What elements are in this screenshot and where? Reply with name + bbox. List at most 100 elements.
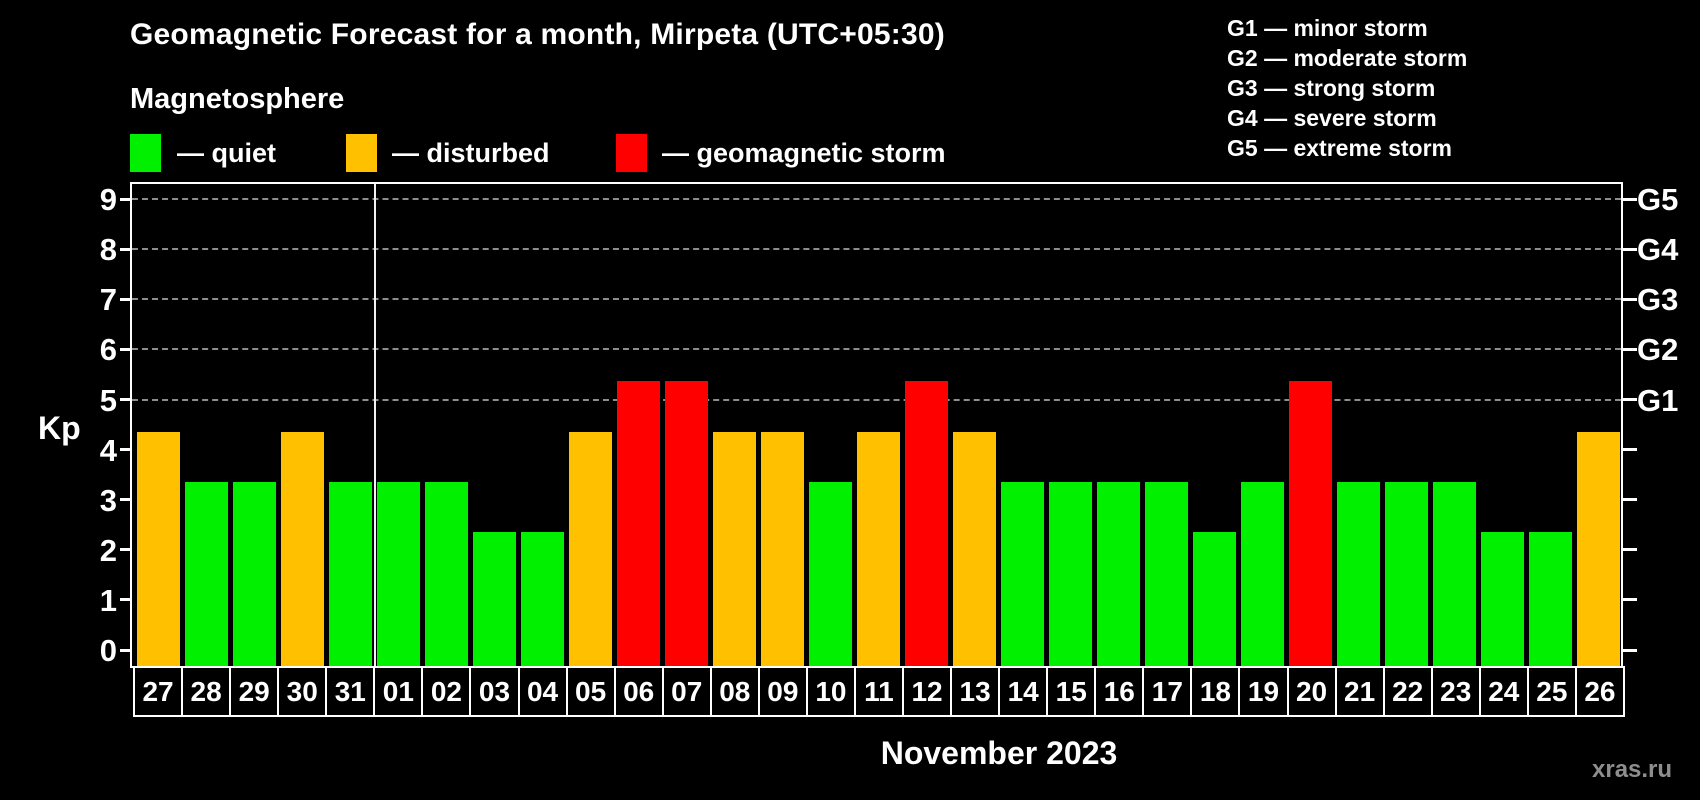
storm-scale-legend-item: G2 — moderate storm bbox=[1227, 45, 1468, 71]
kp-bar-day-27 bbox=[136, 432, 180, 666]
kp-bar-day-30 bbox=[280, 432, 324, 666]
y-tick-mark-left-7 bbox=[120, 297, 130, 301]
kp-bar-day-04 bbox=[520, 532, 564, 666]
day-label-22: 22 bbox=[1382, 668, 1431, 715]
kp-bar-day-14 bbox=[1000, 482, 1044, 666]
kp-bar-day-01 bbox=[376, 482, 420, 666]
day-label-31: 31 bbox=[325, 668, 373, 715]
kp-bar-day-16 bbox=[1096, 482, 1140, 666]
y-tick-mark-left-4 bbox=[120, 448, 130, 452]
day-label-26: 26 bbox=[1574, 668, 1623, 715]
storm-scale-legend: G1 — minor storm G2 — moderate storm G3 — … bbox=[1227, 13, 1467, 163]
day-label-15: 15 bbox=[1046, 668, 1094, 715]
chart-subtitle: Magnetosphere bbox=[130, 83, 345, 115]
day-label-13: 13 bbox=[950, 668, 998, 715]
day-label-21: 21 bbox=[1334, 668, 1383, 715]
gridline-kp-6 bbox=[132, 348, 1621, 351]
kp-bar-chart-plot-area bbox=[130, 182, 1623, 668]
day-label-10: 10 bbox=[805, 668, 854, 715]
kp-bar-day-20 bbox=[1288, 381, 1332, 666]
kp-bar-day-11 bbox=[856, 432, 900, 666]
day-label-18: 18 bbox=[1190, 668, 1238, 715]
y-tick-mark-left-2 bbox=[120, 548, 130, 552]
kp-bar-day-24 bbox=[1480, 532, 1524, 666]
day-label-08: 08 bbox=[709, 668, 758, 715]
day-label-12: 12 bbox=[902, 668, 950, 715]
y-tick-mark-right-1 bbox=[1623, 598, 1637, 602]
kp-bar-day-21 bbox=[1336, 482, 1380, 666]
y-tick-label-4: 4 bbox=[99, 432, 117, 468]
right-axis-label-G1: G1 bbox=[1637, 382, 1679, 418]
kp-bar-day-17 bbox=[1144, 482, 1188, 666]
kp-bar-day-08 bbox=[712, 432, 756, 666]
day-label-07: 07 bbox=[661, 668, 710, 715]
disturbed-legend-label: — disturbed bbox=[392, 138, 550, 168]
storm-scale-legend-item: G3 — strong storm bbox=[1227, 75, 1436, 101]
kp-bar-day-03 bbox=[472, 532, 516, 666]
y-tick-mark-left-3 bbox=[120, 498, 130, 502]
day-label-06: 06 bbox=[613, 668, 662, 715]
day-label-23: 23 bbox=[1430, 668, 1479, 715]
kp-bar-day-07 bbox=[664, 381, 708, 666]
y-tick-mark-left-6 bbox=[120, 347, 130, 351]
kp-bar-day-13 bbox=[952, 432, 996, 666]
storm-scale-legend-item: G4 — severe storm bbox=[1227, 105, 1437, 131]
y-tick-mark-left-5 bbox=[120, 398, 130, 401]
y-tick-mark-right-2 bbox=[1623, 548, 1637, 552]
storm-scale-legend-item: G5 — extreme storm bbox=[1227, 135, 1452, 161]
y-tick-mark-left-0 bbox=[120, 648, 130, 652]
day-label-20: 20 bbox=[1286, 668, 1335, 715]
y-tick-label-2: 2 bbox=[99, 532, 117, 568]
day-label-17: 17 bbox=[1142, 668, 1190, 715]
kp-bar-day-10 bbox=[808, 482, 852, 666]
quiet-swatch-icon bbox=[130, 134, 161, 172]
x-axis-label: November 2023 bbox=[880, 735, 1118, 771]
day-label-29: 29 bbox=[229, 668, 277, 715]
day-label-02: 02 bbox=[421, 668, 469, 715]
day-label-11: 11 bbox=[853, 668, 902, 715]
kp-bar-day-18 bbox=[1192, 532, 1236, 666]
kp-bar-day-26 bbox=[1576, 432, 1620, 666]
kp-bar-day-09 bbox=[760, 432, 804, 666]
day-label-25: 25 bbox=[1526, 668, 1575, 715]
kp-bar-day-15 bbox=[1048, 482, 1092, 666]
y-tick-label-1: 1 bbox=[99, 582, 117, 618]
kp-bar-day-28 bbox=[184, 482, 228, 666]
y-tick-mark-left-1 bbox=[120, 598, 130, 602]
kp-bar-day-25 bbox=[1528, 532, 1572, 666]
day-label-27: 27 bbox=[142, 675, 174, 707]
y-tick-label-0: 0 bbox=[99, 633, 117, 668]
y-tick-mark-left-9 bbox=[120, 197, 130, 201]
storm-swatch-icon bbox=[616, 134, 647, 172]
kp-bar-day-19 bbox=[1240, 482, 1284, 666]
gridline-kp-9 bbox=[132, 198, 1621, 201]
y-tick-label-6: 6 bbox=[99, 332, 117, 368]
condition-legend: — quiet — disturbed — geomagnetic storm bbox=[0, 132, 1100, 174]
day-label-28: 28 bbox=[181, 668, 229, 715]
day-labels-row: 27 28 29 30 31 01 02 03 04 05 06 07 08 09 10 11 12 13 14 15… bbox=[133, 666, 1625, 717]
day-label-14: 14 bbox=[998, 668, 1046, 715]
gridline-kp-5 bbox=[132, 398, 1621, 401]
gridline-kp-8 bbox=[132, 248, 1621, 251]
right-axis-label-G4: G4 bbox=[1637, 232, 1679, 268]
day-label-24: 24 bbox=[1478, 668, 1527, 715]
disturbed-swatch-icon bbox=[346, 134, 377, 172]
y-tick-mark-right-5 bbox=[1623, 398, 1637, 401]
kp-bar-day-02 bbox=[424, 482, 468, 666]
y-tick-mark-right-8 bbox=[1623, 247, 1637, 251]
day-label-01: 01 bbox=[373, 668, 421, 715]
y-axis-label: Kp bbox=[38, 410, 81, 446]
watermark: xras.ru bbox=[1592, 756, 1673, 783]
day-label-30: 30 bbox=[277, 668, 325, 715]
y-tick-mark-right-0 bbox=[1623, 648, 1637, 652]
day-label-03: 03 bbox=[469, 668, 517, 715]
kp-bar-day-22 bbox=[1384, 482, 1428, 666]
kp-bar-day-29 bbox=[232, 482, 276, 666]
kp-bar-day-06 bbox=[616, 381, 660, 666]
kp-bar-day-31 bbox=[328, 482, 372, 666]
y-tick-label-3: 3 bbox=[99, 482, 117, 518]
y-tick-mark-right-6 bbox=[1623, 347, 1637, 351]
y-tick-label-9: 9 bbox=[99, 182, 117, 218]
storm-legend-label: — geomagnetic storm bbox=[662, 138, 946, 168]
